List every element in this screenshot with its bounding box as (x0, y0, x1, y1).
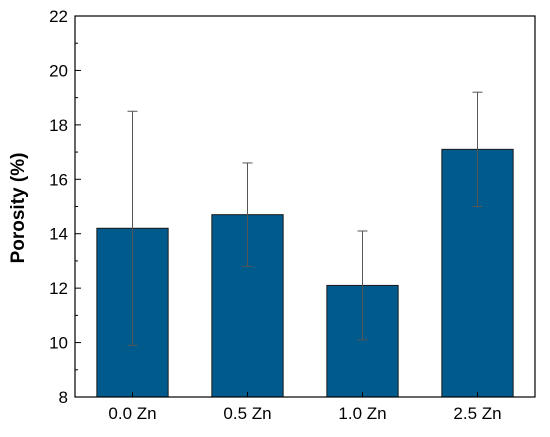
error-bars-layer (127, 91, 483, 346)
x-tick-label-3: 2.5 Zn (453, 404, 501, 423)
x-tick-label-0: 0.0 Zn (108, 404, 156, 423)
y-tick-label-3: 14 (49, 225, 68, 244)
axes-layer (74, 15, 536, 398)
y-tick-label-4: 16 (49, 170, 68, 189)
y-axis-title: Porosity (%) (8, 153, 29, 264)
y-tick-label-7: 22 (49, 7, 68, 26)
bars-layer (96, 148, 514, 398)
x-tick-label-1: 0.5 Zn (223, 404, 271, 423)
y-tick-label-2: 12 (49, 279, 68, 298)
y-tick-label-0: 8 (59, 388, 68, 407)
labels-layer: 0.0 Zn 0.5 Zn 1.0 Zn 2.5 Zn 8 10 12 14 16 18 20 22 (49, 7, 502, 423)
x-tick-label-2: 1.0 Zn (338, 404, 386, 423)
y-tick-label-6: 20 (49, 61, 68, 80)
y-tick-label-5: 18 (49, 116, 68, 135)
y-tick-label-1: 10 (49, 334, 68, 353)
